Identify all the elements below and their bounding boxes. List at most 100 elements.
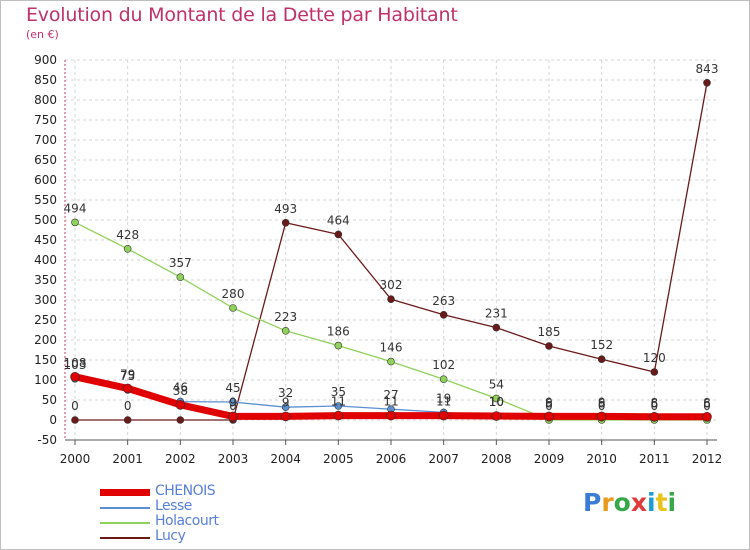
data-label-chenois: 108 xyxy=(64,356,87,370)
data-point-chenois xyxy=(228,411,238,422)
x-tick-label: 2000 xyxy=(60,452,91,466)
x-tick-label: 2006 xyxy=(376,452,407,466)
data-point-lucy xyxy=(71,416,79,424)
data-label-lesse: 6 xyxy=(703,397,711,411)
data-label-chenois: 11 xyxy=(331,395,346,409)
x-tick-label: 2009 xyxy=(534,452,565,466)
logo-letter: P xyxy=(583,488,602,517)
data-label-lucy: 843 xyxy=(696,62,719,76)
chart-title: Evolution du Montant de la Dette par Hab… xyxy=(26,4,458,26)
data-label-chenois: 10 xyxy=(489,395,504,409)
data-point-lucy xyxy=(334,230,343,239)
data-label-holacourt: 0 xyxy=(598,399,606,413)
y-tick-label: 450 xyxy=(34,233,57,247)
data-label-lesse: 32 xyxy=(278,386,293,400)
legend-label: Holacourt xyxy=(155,513,219,529)
data-point-chenois xyxy=(596,411,607,422)
data-label-lucy: 464 xyxy=(327,213,350,227)
x-tick-label: 2005 xyxy=(323,452,354,466)
logo-letter: o xyxy=(613,488,631,517)
data-label-holacourt: 146 xyxy=(380,341,403,355)
y-tick-label: 200 xyxy=(34,333,57,347)
legend-swatch-chenois xyxy=(100,489,150,496)
y-tick-label: 500 xyxy=(34,213,57,227)
data-label-lucy: 0 xyxy=(124,399,132,413)
x-tick-label: 2012 xyxy=(692,452,723,466)
y-tick-label: 250 xyxy=(34,313,57,327)
data-point-lucy xyxy=(281,219,290,227)
data-point-lesse xyxy=(229,398,237,406)
x-tick-label: 2007 xyxy=(428,452,459,466)
y-tick-label: 550 xyxy=(34,193,57,207)
data-point-chenois xyxy=(280,411,291,422)
data-point-chenois xyxy=(333,410,344,421)
data-point-chenois xyxy=(175,399,186,410)
y-tick-label: 350 xyxy=(34,273,57,287)
legend-label: CHENOIS xyxy=(155,483,216,499)
x-tick-label: 2004 xyxy=(270,452,301,466)
legend-item-chenois: CHENOIS xyxy=(100,483,300,500)
data-label-lucy: 231 xyxy=(485,307,508,321)
data-point-lucy xyxy=(650,368,659,376)
data-label-chenois: 9 xyxy=(545,395,553,409)
y-tick-label: 300 xyxy=(34,293,57,307)
data-label-chenois: 8 xyxy=(651,396,659,410)
data-point-lucy xyxy=(597,355,606,364)
data-point-lucy xyxy=(176,416,185,424)
data-label-chenois: 9 xyxy=(282,395,290,409)
data-label-lucy: 120 xyxy=(643,351,666,365)
data-label-holacourt: 0 xyxy=(545,399,553,413)
data-label-holacourt: 0 xyxy=(703,399,711,413)
y-tick-label: 0 xyxy=(49,413,57,427)
data-label-chenois: 38 xyxy=(173,384,188,398)
data-label-holacourt: 428 xyxy=(116,228,139,242)
data-point-lucy xyxy=(545,342,553,350)
y-tick-label: 50 xyxy=(42,393,57,407)
legend-item-holacourt: Holacourt xyxy=(100,513,300,530)
data-label-holacourt: 0 xyxy=(651,399,659,413)
data-point-holacourt xyxy=(176,273,185,282)
data-label-lesse: 27 xyxy=(383,388,398,402)
data-label-lesse: 103 xyxy=(64,358,87,372)
data-label-holacourt: 223 xyxy=(274,310,297,324)
proxiti-logo: Proxiti xyxy=(583,488,676,517)
data-label-lesse: 35 xyxy=(331,385,346,399)
legend-item-lucy: Lucy xyxy=(100,528,300,545)
data-label-holacourt: 186 xyxy=(327,325,350,339)
data-point-chenois xyxy=(702,411,712,422)
plot-area xyxy=(65,60,717,440)
data-point-holacourt xyxy=(334,341,343,350)
data-label-lesse: 10 xyxy=(489,395,504,409)
data-point-chenois xyxy=(70,371,80,382)
data-point-holacourt xyxy=(387,357,395,366)
data-point-holacourt xyxy=(123,245,132,253)
data-point-holacourt xyxy=(71,218,79,227)
data-point-lucy xyxy=(387,295,395,304)
data-label-lesse: 75 xyxy=(120,369,135,383)
data-label-lucy: 185 xyxy=(538,325,561,339)
data-label-chenois: 79 xyxy=(120,367,135,381)
legend-swatch-holacourt xyxy=(100,522,150,524)
y-tick-label: 700 xyxy=(34,133,57,147)
data-label-lucy: 0 xyxy=(229,399,237,413)
data-label-lucy: 0 xyxy=(71,399,79,413)
data-point-lucy xyxy=(703,79,711,87)
y-tick-label: 900 xyxy=(34,53,57,67)
data-point-chenois xyxy=(544,411,554,422)
data-label-lesse: 6 xyxy=(598,397,606,411)
legend-label: Lesse xyxy=(155,498,192,514)
data-label-holacourt: 102 xyxy=(432,358,455,372)
data-point-chenois xyxy=(386,410,396,421)
data-point-chenois xyxy=(122,383,133,394)
x-tick-label: 2003 xyxy=(218,452,249,466)
y-tick-label: 400 xyxy=(34,253,57,267)
data-point-chenois xyxy=(649,411,660,422)
data-label-lucy: 263 xyxy=(432,294,455,308)
data-point-lucy xyxy=(439,310,448,319)
data-point-chenois xyxy=(438,410,449,421)
data-label-lesse: 19 xyxy=(436,391,451,405)
data-point-holacourt xyxy=(492,394,501,403)
data-point-lucy xyxy=(492,323,501,332)
data-label-holacourt: 280 xyxy=(222,287,245,301)
